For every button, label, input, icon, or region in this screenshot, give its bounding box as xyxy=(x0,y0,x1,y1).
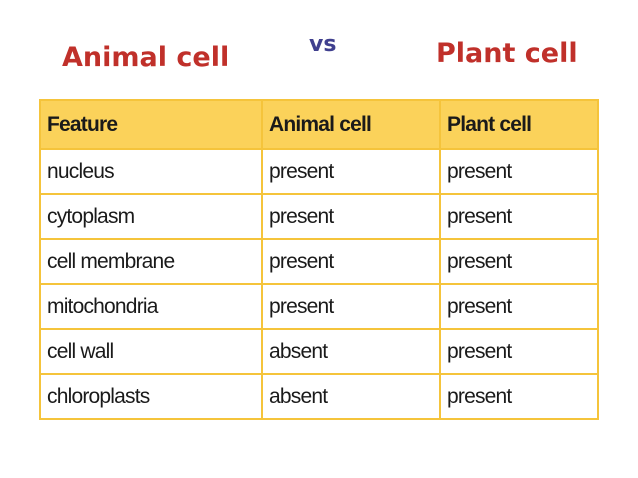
table-row: cell membrane present present xyxy=(39,238,599,285)
comparison-table: Feature Animal cell Plant cell nucleus p… xyxy=(39,99,599,420)
feature-cell: cell membrane xyxy=(39,238,263,285)
animal-cell-value: absent xyxy=(261,328,441,375)
plant-cell-value: present xyxy=(439,328,599,375)
feature-cell: mitochondria xyxy=(39,283,263,330)
plant-cell-title: Plant cell xyxy=(436,38,578,69)
table-row: cell wall absent present xyxy=(39,328,599,375)
animal-cell-value: present xyxy=(261,283,441,330)
table-row: chloroplasts absent present xyxy=(39,373,599,420)
header-animal-cell: Animal cell xyxy=(261,99,441,150)
feature-cell: cytoplasm xyxy=(39,193,263,240)
plant-cell-value: present xyxy=(439,238,599,285)
animal-cell-value: present xyxy=(261,193,441,240)
table-row: mitochondria present present xyxy=(39,283,599,330)
plant-cell-value: present xyxy=(439,148,599,195)
animal-cell-value: present xyxy=(261,238,441,285)
vs-label: vs xyxy=(309,32,337,57)
animal-cell-title: Animal cell xyxy=(62,42,230,73)
animal-cell-value: present xyxy=(261,148,441,195)
header-feature: Feature xyxy=(39,99,263,150)
feature-cell: nucleus xyxy=(39,148,263,195)
table-row: nucleus present present xyxy=(39,148,599,195)
animal-cell-value: absent xyxy=(261,373,441,420)
feature-cell: cell wall xyxy=(39,328,263,375)
table-row: cytoplasm present present xyxy=(39,193,599,240)
plant-cell-value: present xyxy=(439,283,599,330)
table-header-row: Feature Animal cell Plant cell xyxy=(39,99,599,150)
plant-cell-value: present xyxy=(439,373,599,420)
plant-cell-value: present xyxy=(439,193,599,240)
feature-cell: chloroplasts xyxy=(39,373,263,420)
header-plant-cell: Plant cell xyxy=(439,99,599,150)
